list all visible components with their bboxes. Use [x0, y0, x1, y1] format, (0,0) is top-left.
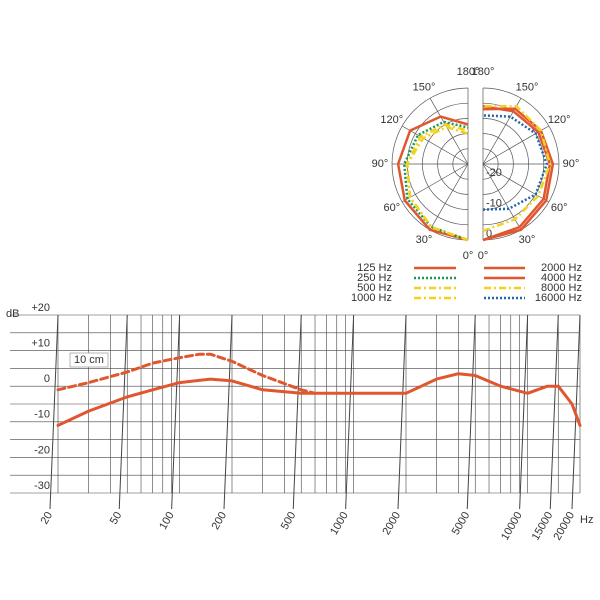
annotation-box: [69, 352, 109, 368]
theta-label: 30°: [519, 234, 536, 246]
polar-curve: [405, 123, 469, 242]
x-axis-label: Hz: [580, 514, 593, 526]
response-line: [56, 372, 582, 427]
theta-label: 120°: [380, 114, 403, 126]
legend-label: 8000 Hz: [541, 282, 582, 294]
r-tick-label: -20: [486, 167, 502, 179]
x-tick: [223, 314, 233, 510]
theta-label: 150°: [413, 82, 436, 94]
x-tick-label: 2000: [380, 510, 403, 537]
polar-spoke: [429, 98, 469, 165]
x-tick: [466, 314, 476, 510]
x-tick-label: 10000: [499, 510, 525, 542]
x-tick: [345, 314, 355, 510]
x-tick-label: 50: [108, 510, 125, 527]
theta-label: 180°: [457, 66, 480, 78]
polar-curve: [482, 114, 549, 211]
y-tick-label: +10: [31, 338, 50, 350]
theta-label: 90°: [372, 158, 389, 170]
x-tick-label: 5000: [450, 510, 473, 537]
polar-spoke: [429, 163, 469, 230]
x-tick-label: 20000: [551, 510, 577, 542]
x-tick: [397, 314, 407, 510]
x-tick-label: 20: [39, 510, 56, 527]
polar-gap: [469, 85, 482, 243]
x-tick: [118, 314, 128, 510]
theta-label: 180°: [472, 66, 495, 78]
polar-spoke: [402, 163, 469, 203]
polar-curve: [482, 107, 555, 242]
y-tick-label: +20: [31, 302, 50, 314]
legend-label: 1000 Hz: [351, 292, 392, 304]
x-tick: [549, 314, 559, 510]
legend-label: 125 Hz: [357, 262, 392, 274]
x-tick-label: 200: [210, 510, 230, 532]
response-line: [56, 352, 317, 395]
theta-label: 0°: [478, 250, 489, 262]
annotation: 10 cm: [74, 354, 104, 366]
r-tick-label: 0: [486, 228, 492, 240]
polar-curve: [396, 115, 469, 242]
polar-curve: [405, 125, 469, 242]
legend-label: 500 Hz: [357, 282, 392, 294]
legend-label: 2000 Hz: [541, 262, 582, 274]
polar-spoke: [402, 125, 469, 165]
theta-label: 60°: [551, 202, 568, 214]
theta-label: 150°: [516, 82, 539, 94]
y-tick-label: 0: [44, 373, 50, 385]
theta-label: 30°: [416, 234, 433, 246]
x-tick-label: 1000: [328, 510, 351, 537]
legend-label: 250 Hz: [357, 272, 392, 284]
y-axis-label: dB: [6, 308, 19, 320]
y-tick-label: -20: [34, 444, 50, 456]
legend-label: 4000 Hz: [541, 272, 582, 284]
r-tick-label: -10: [486, 198, 502, 210]
legend-label: 16000 Hz: [535, 292, 582, 304]
x-tick: [171, 314, 181, 510]
x-tick-label: 500: [279, 510, 299, 532]
x-tick-label: 100: [157, 510, 177, 532]
polar-curve: [482, 104, 552, 233]
theta-label: 0°: [463, 250, 474, 262]
y-tick-label: -10: [34, 409, 50, 421]
x-tick: [49, 314, 59, 510]
theta-label: 120°: [548, 114, 571, 126]
y-tick-label: -30: [34, 480, 50, 492]
theta-label: 90°: [563, 158, 580, 170]
x-tick: [519, 314, 529, 510]
theta-label: 60°: [383, 202, 400, 214]
x-tick: [292, 314, 302, 510]
